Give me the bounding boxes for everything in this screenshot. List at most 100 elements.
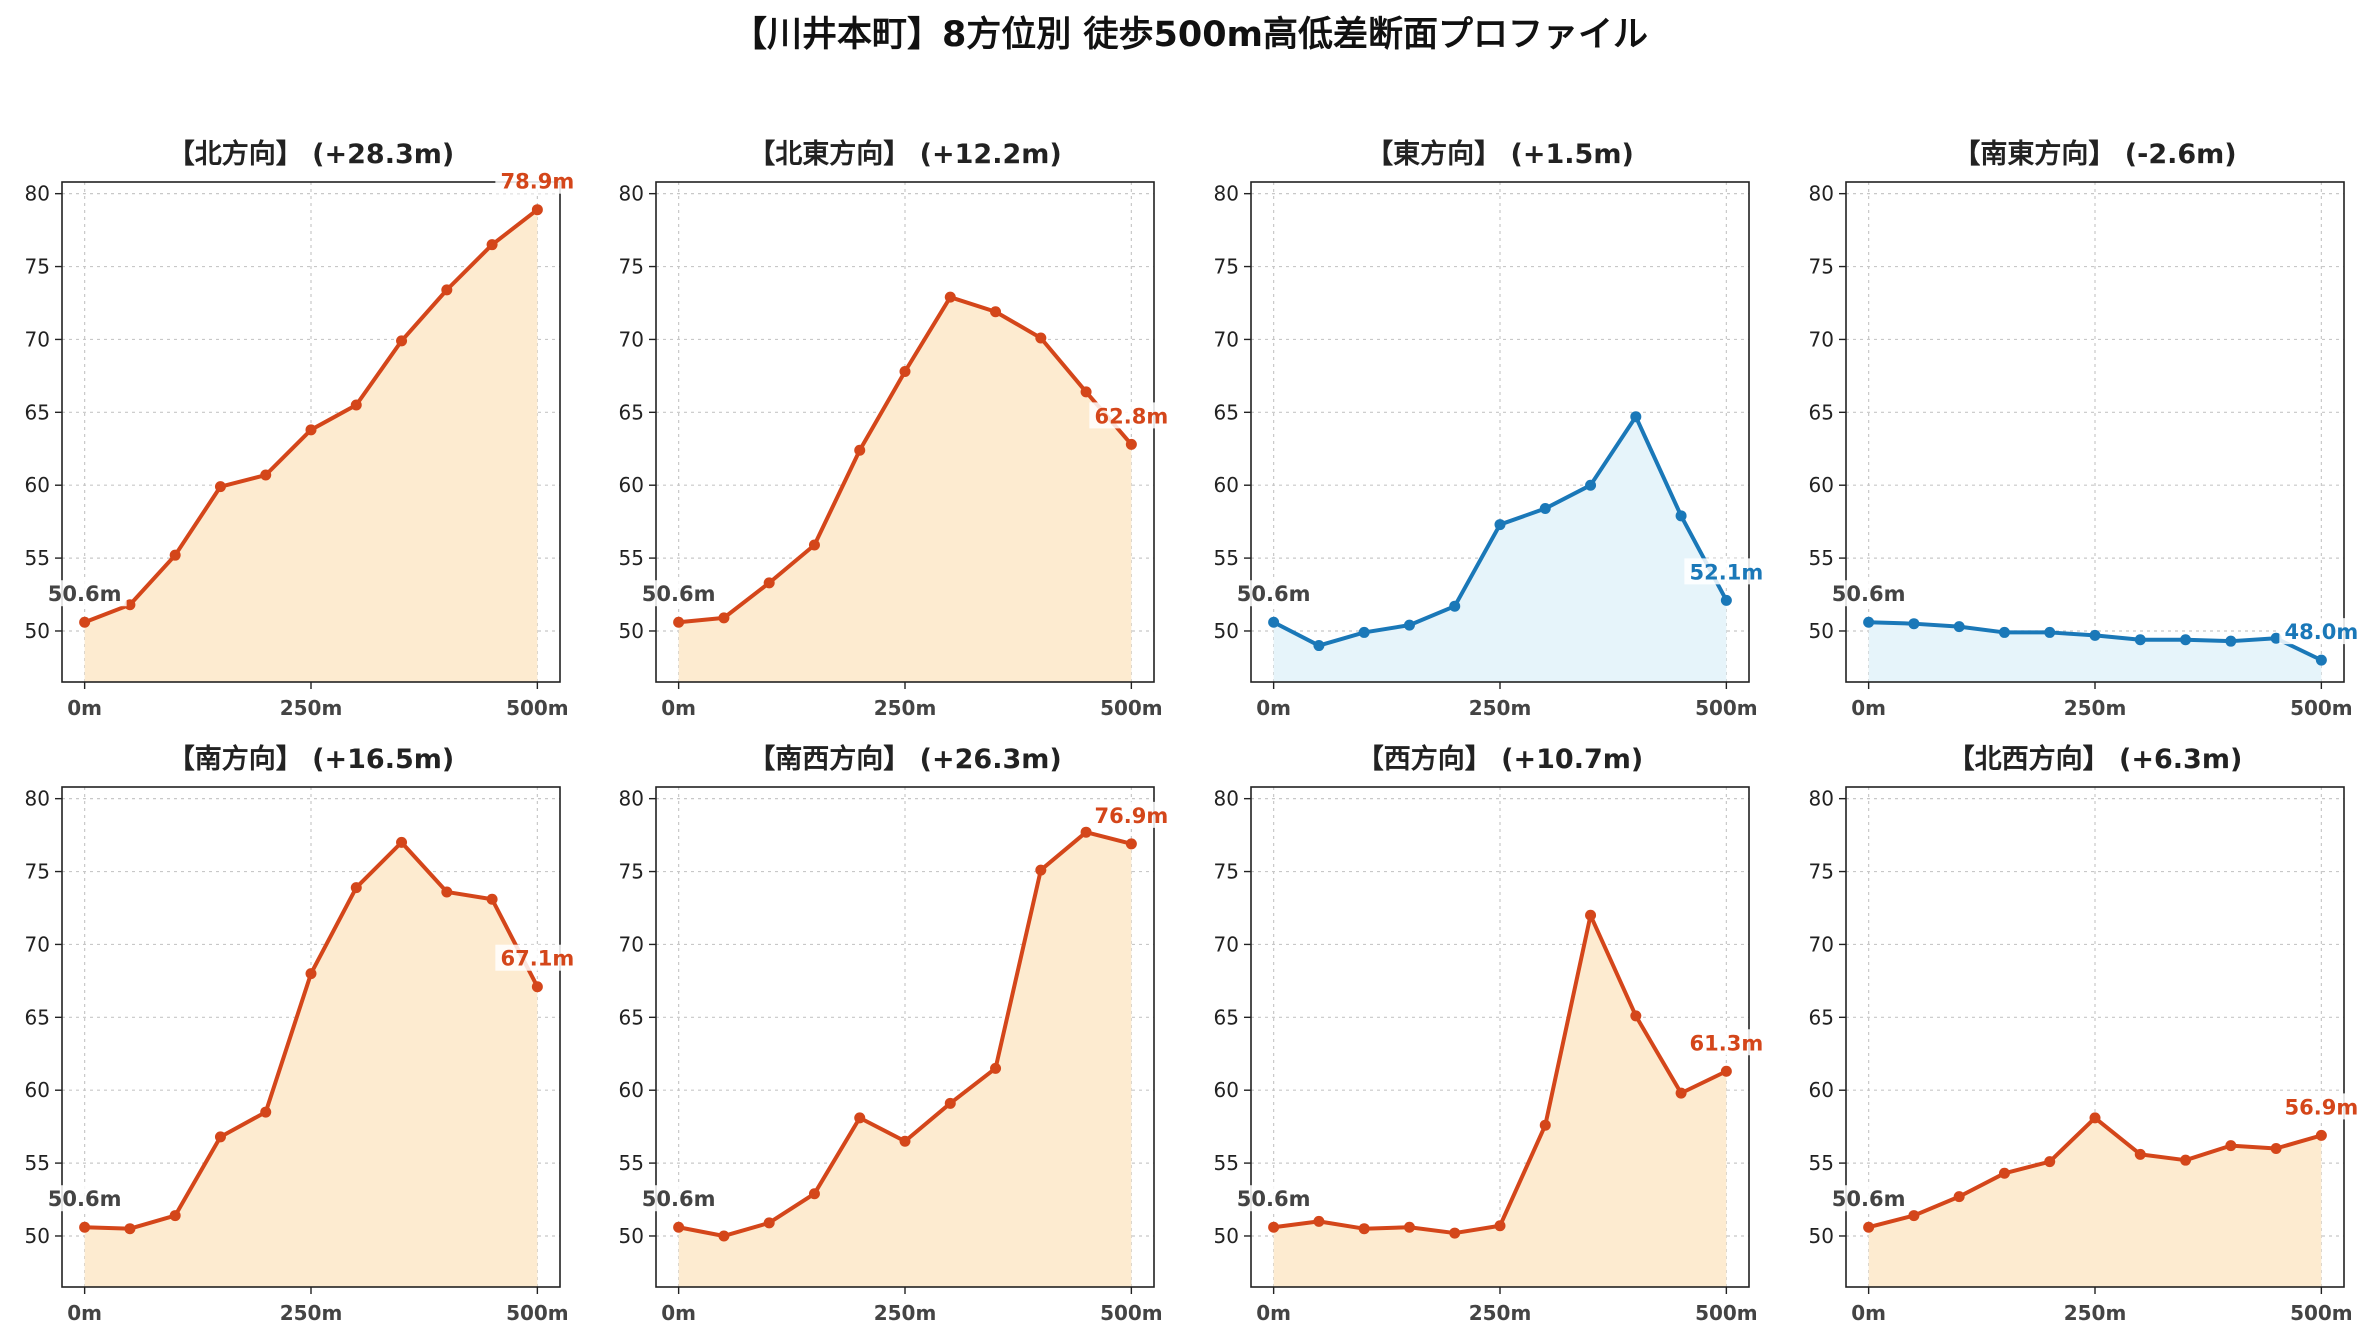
data-point <box>1125 838 1137 850</box>
data-point <box>169 549 181 561</box>
data-point <box>1863 616 1875 628</box>
y-tick-label: 50 <box>619 619 644 643</box>
start-label-bg <box>1231 1185 1316 1212</box>
data-point <box>763 1217 775 1229</box>
y-tick-label: 50 <box>1214 619 1239 643</box>
area-fill <box>1868 622 2322 682</box>
y-tick-label: 50 <box>25 619 50 643</box>
data-point <box>350 399 362 411</box>
data-point <box>1449 600 1461 612</box>
data-point <box>718 612 730 624</box>
x-tick-label: 500m <box>506 1301 569 1325</box>
data-point <box>305 424 317 436</box>
start-label-bg <box>636 580 721 607</box>
x-tick-label: 500m <box>1100 696 1163 720</box>
data-point <box>2044 626 2056 638</box>
data-point <box>854 1112 866 1124</box>
data-point <box>124 1223 136 1235</box>
y-tick-label: 70 <box>1809 327 1834 351</box>
data-point <box>2315 1129 2327 1141</box>
panel-title: 【南東方向】 (-2.6m) <box>1953 138 2236 170</box>
y-tick-label: 60 <box>619 1078 644 1102</box>
data-point <box>1080 386 1092 398</box>
end-label-bg <box>2279 618 2364 645</box>
x-tick-label: 0m <box>67 696 102 720</box>
y-tick-label: 75 <box>25 255 50 279</box>
start-label-bg <box>636 1185 721 1212</box>
y-tick-label: 75 <box>1809 255 1834 279</box>
y-tick-label: 55 <box>619 546 644 570</box>
data-point <box>854 444 866 456</box>
y-tick-label: 75 <box>1214 255 1239 279</box>
area-fill <box>678 832 1132 1287</box>
data-point <box>808 539 820 551</box>
x-tick-label: 250m <box>1469 1301 1532 1325</box>
x-tick-label: 0m <box>661 696 696 720</box>
data-point <box>718 1230 730 1242</box>
data-point <box>1313 1215 1325 1227</box>
y-tick-label: 60 <box>1214 473 1239 497</box>
data-point <box>1863 1221 1875 1233</box>
axes-frame <box>1845 181 2345 683</box>
y-tick-label: 55 <box>25 1151 50 1175</box>
end-label-bg <box>2279 1093 2364 1120</box>
y-tick-label: 50 <box>619 1224 644 1248</box>
chart-panel: 50 55 60 65 70 75 80 0m 250m 500m 【南方向】 (+16.5m) 50… <box>25 743 580 1325</box>
y-tick-label: 80 <box>619 182 644 206</box>
panel-title: 【南西方向】 (+26.3m) <box>748 743 1061 775</box>
end-label: 52.1m <box>1690 560 1764 584</box>
data-point <box>1998 626 2010 638</box>
data-point <box>2180 1154 2192 1166</box>
data-point <box>944 1097 956 1109</box>
x-tick-label: 250m <box>280 1301 343 1325</box>
data-point <box>673 616 685 628</box>
data-point <box>260 1106 272 1118</box>
y-tick-label: 75 <box>619 255 644 279</box>
end-label: 62.8m <box>1095 404 1169 428</box>
data-point <box>990 1062 1002 1074</box>
y-tick-label: 80 <box>1809 787 1834 811</box>
data-point <box>1908 1210 1920 1222</box>
y-tick-label: 55 <box>1809 546 1834 570</box>
panel-title: 【北東方向】 (+12.2m) <box>748 138 1061 170</box>
y-tick-label: 60 <box>1809 1078 1834 1102</box>
x-tick-label: 250m <box>874 696 937 720</box>
chart-panel: 50 55 60 65 70 75 80 0m 250m 500m 【北東方向】 (+12.2m) 5… <box>619 138 1174 720</box>
chart-panel: 50 55 60 65 70 75 80 0m 250m 500m 【南西方向】 (+26.3m) 5… <box>619 743 1174 1325</box>
y-tick-label: 70 <box>1809 932 1834 956</box>
x-tick-label: 0m <box>1851 696 1886 720</box>
x-tick-label: 500m <box>1695 696 1758 720</box>
data-point <box>1630 411 1642 423</box>
data-point <box>350 882 362 894</box>
data-point <box>169 1210 181 1222</box>
y-tick-label: 75 <box>1214 860 1239 884</box>
start-label: 50.6m <box>1237 1187 1311 1211</box>
start-label-bg <box>1231 580 1316 607</box>
y-tick-label: 80 <box>1809 182 1834 206</box>
y-tick-label: 65 <box>1809 1005 1834 1029</box>
data-point <box>1268 616 1280 628</box>
data-point <box>1494 519 1506 531</box>
y-tick-label: 65 <box>619 400 644 424</box>
data-point <box>486 893 498 905</box>
area-fill <box>1868 1117 2322 1287</box>
y-tick-label: 65 <box>1214 400 1239 424</box>
data-point <box>1358 1223 1370 1235</box>
y-tick-label: 50 <box>1809 619 1834 643</box>
data-point <box>305 968 317 980</box>
x-tick-label: 500m <box>506 696 569 720</box>
x-tick-label: 500m <box>1100 1301 1163 1325</box>
x-tick-label: 0m <box>661 1301 696 1325</box>
y-tick-label: 65 <box>1809 400 1834 424</box>
data-point <box>2270 632 2282 644</box>
x-tick-label: 500m <box>2290 1301 2353 1325</box>
y-tick-label: 70 <box>619 932 644 956</box>
data-point <box>2089 1112 2101 1124</box>
start-label: 50.6m <box>1237 582 1311 606</box>
x-tick-label: 250m <box>2064 1301 2127 1325</box>
data-point <box>2180 634 2192 646</box>
chart-panel: 50 55 60 65 70 75 80 0m 250m 500m 【北西方向】 (+6.3m) 50… <box>1809 743 2364 1325</box>
y-tick-label: 65 <box>25 400 50 424</box>
area-fill <box>1273 416 1727 682</box>
data-point <box>1403 1221 1415 1233</box>
